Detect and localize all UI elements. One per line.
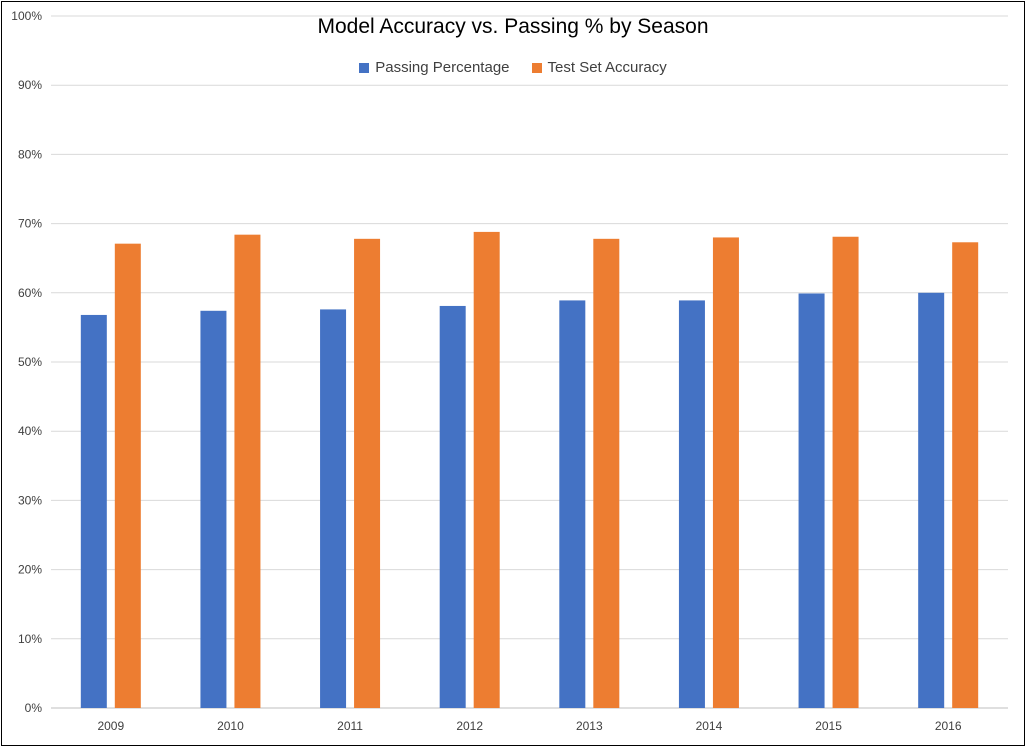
legend-swatch-accuracy	[531, 62, 542, 73]
bar-accuracy	[234, 234, 261, 708]
y-tick-label: 10%	[18, 632, 42, 646]
bar-accuracy	[114, 243, 141, 708]
y-tick-label: 0%	[25, 701, 43, 715]
x-tick-label: 2014	[696, 719, 723, 733]
chart-legend: Passing Percentage Test Set Accuracy	[0, 59, 1026, 76]
bar-passing	[80, 314, 107, 708]
bar-accuracy	[952, 242, 979, 708]
bar-passing	[320, 309, 347, 708]
legend-item-passing: Passing Percentage	[359, 59, 510, 76]
x-tick-label: 2009	[97, 719, 124, 733]
y-tick-label: 100%	[11, 9, 42, 23]
bar-passing	[678, 300, 705, 708]
bar-passing	[798, 293, 825, 708]
bar-accuracy	[593, 238, 620, 708]
bar-passing	[918, 292, 945, 708]
y-tick-label: 50%	[18, 355, 42, 369]
y-tick-label: 80%	[18, 147, 42, 161]
y-tick-label: 40%	[18, 424, 42, 438]
y-tick-label: 20%	[18, 563, 42, 577]
bar-passing	[200, 310, 227, 708]
y-tick-label: 30%	[18, 493, 42, 507]
legend-item-accuracy: Test Set Accuracy	[531, 59, 667, 76]
bar-accuracy	[354, 238, 381, 708]
x-tick-label: 2013	[576, 719, 603, 733]
x-tick-label: 2010	[217, 719, 244, 733]
legend-label-passing: Passing Percentage	[375, 59, 510, 76]
y-tick-label: 90%	[18, 78, 42, 92]
bar-accuracy	[832, 236, 859, 709]
x-tick-label: 2016	[935, 719, 962, 733]
bar-passing	[559, 300, 586, 708]
y-tick-label: 70%	[18, 217, 42, 231]
bar-passing	[439, 305, 466, 708]
bar-accuracy	[473, 231, 500, 709]
chart-title: Model Accuracy vs. Passing % by Season	[317, 15, 709, 38]
x-tick-label: 2011	[337, 719, 363, 733]
bar-accuracy	[712, 237, 739, 708]
x-tick-label: 2012	[456, 719, 483, 733]
x-tick-label: 2015	[815, 719, 842, 733]
legend-label-accuracy: Test Set Accuracy	[547, 59, 667, 76]
legend-swatch-passing	[359, 62, 370, 73]
y-tick-label: 60%	[18, 286, 42, 300]
